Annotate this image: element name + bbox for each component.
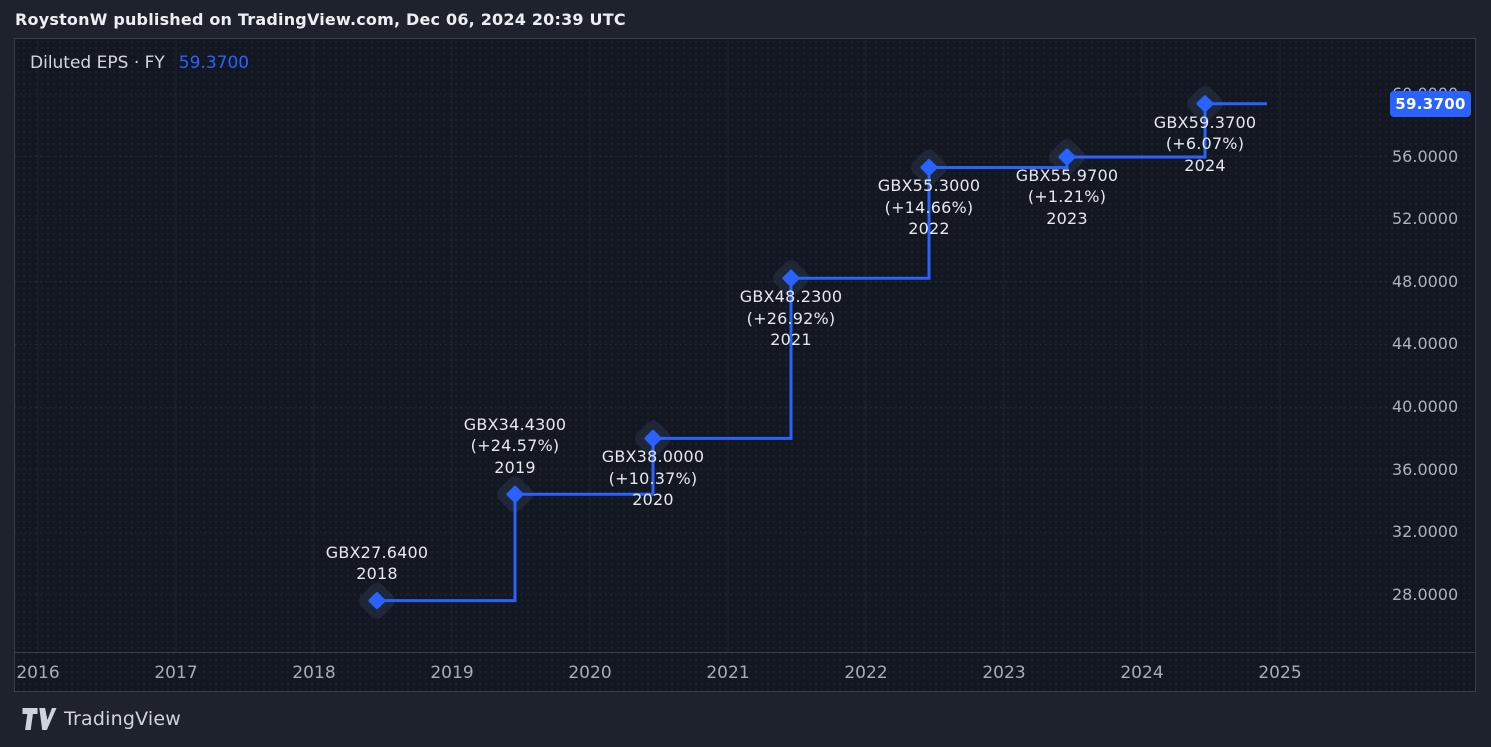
last-price-badge: 59.3700 (1390, 90, 1471, 117)
legend-series-value: 59.3700 (178, 53, 250, 73)
eps-step-line (377, 102, 1267, 603)
data-point-marker-2019 (506, 485, 524, 503)
data-point-marker-2020 (644, 429, 662, 447)
data-point-marker-2021 (782, 269, 800, 287)
data-point-marker-2022 (920, 158, 938, 177)
legend-series-label: Diluted EPS · FY (30, 53, 165, 73)
data-point-marker-2023 (1058, 148, 1076, 166)
legend-series-diluted-eps[interactable]: Diluted EPS · FY 59.3700 (30, 53, 249, 73)
data-point-marker-2024 (1196, 95, 1214, 113)
page-title: RoystonW published on TradingView.com, D… (15, 10, 626, 29)
tradingview-brand-link[interactable]: TradingView (22, 708, 181, 730)
tradingview-brand-text: TradingView (64, 708, 181, 730)
tradingview-logo-icon (22, 708, 57, 730)
data-point-marker-2018 (368, 592, 386, 610)
